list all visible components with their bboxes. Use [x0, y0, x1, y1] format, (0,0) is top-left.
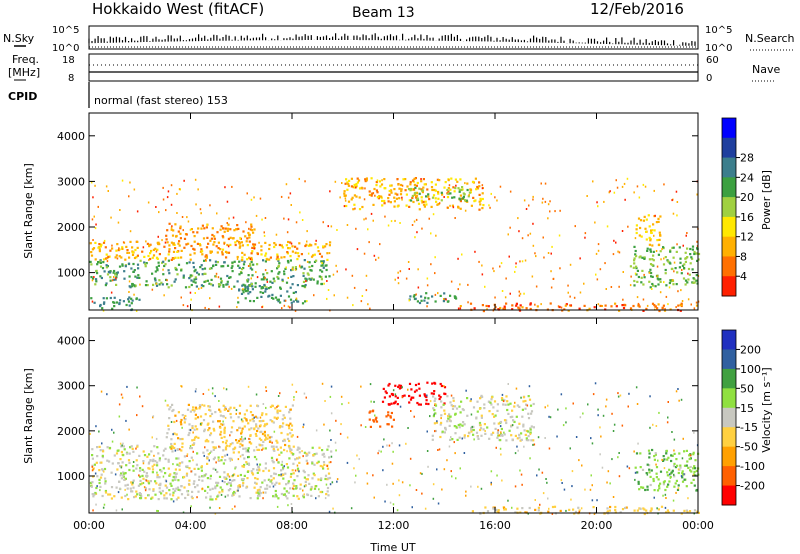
colorbar-tick-label: 24: [740, 171, 754, 184]
y-tick-label: 3000: [57, 175, 85, 188]
cpid-panel: CPID normal (fast stereo) 153: [8, 82, 228, 108]
x-tick-label: 04:00: [175, 519, 207, 532]
velocity-ylabel: Slant Range [km]: [22, 368, 35, 464]
freq-tick-top: 18: [62, 55, 75, 66]
nsearch-tick-bottom: 10^0: [705, 43, 732, 54]
colorbar-tick-label: 16: [740, 211, 754, 224]
colorbar-tick-label: 8: [740, 250, 747, 263]
cpid-label: CPID: [8, 90, 37, 103]
nsky-label: N.Sky: [3, 32, 35, 45]
colorbar-tick-label: 28: [740, 152, 754, 165]
nsky-trace: [88, 33, 698, 48]
velocity-panel: 1000 2000 3000 4000 00:00 04:00 08:00 12:00 16:…: [22, 317, 773, 532]
colorbar-tick-label: 200: [740, 343, 761, 356]
x-tick-label: 08:00: [276, 519, 308, 532]
x-tick-label: 12:00: [378, 519, 410, 532]
nave-tick-bottom: 0: [706, 73, 712, 84]
colorbar-tick-label: 15: [740, 402, 754, 415]
freq-label-1: Freq.: [12, 53, 39, 66]
y-tick-label: 1000: [57, 470, 85, 483]
x-tick-label: 00:00: [682, 519, 714, 532]
colorbar-tick-label: -200: [740, 480, 765, 493]
velocity-colorbar: 200 100 50 15 -15 -50 -100 -200: [721, 329, 765, 506]
colorbar-tick-label: -15: [740, 421, 758, 434]
power-panel: 1000 2000 3000 4000 Slant Range [km] 4 8 12 16…: [22, 112, 773, 313]
nave-tick-top: 60: [706, 55, 719, 66]
date-title: 12/Feb/2016: [590, 0, 684, 18]
nsearch-label: N.Search: [745, 32, 795, 45]
freq-tick-bottom: 8: [68, 73, 74, 84]
power-cbar-label: Power [dB]: [760, 170, 773, 230]
nave-label: Nave: [752, 63, 780, 76]
y-tick-label: 4000: [57, 130, 85, 143]
y-tick-label: 2000: [57, 221, 85, 234]
power-plot-frame: [89, 113, 698, 310]
freq-label-2: [MHz]: [8, 66, 40, 79]
x-tick-label: 00:00: [73, 519, 105, 532]
power-colorbar: 4 8 12 16 20 24 28: [721, 117, 754, 297]
cpid-text: normal (fast stereo) 153: [94, 94, 228, 107]
power-ylabel: Slant Range [km]: [22, 163, 35, 259]
colorbar-tick-label: 12: [740, 231, 754, 244]
velocity-cbar-label: Velocity [m s⁻¹]: [760, 367, 773, 452]
nsky-tick-bottom: 10^0: [52, 43, 79, 54]
y-tick-label: 3000: [57, 380, 85, 393]
freq-panel: Freq. [MHz] 18 8 60 0 Nave: [8, 53, 780, 84]
x-tick-label: 16:00: [479, 519, 511, 532]
nsky-tick-top: 10^5: [52, 25, 79, 36]
x-axis-label: Time UT: [369, 541, 415, 554]
beam-title: Beam 13: [352, 5, 415, 21]
velocity-data: [89, 381, 700, 516]
y-tick-label: 1000: [57, 267, 85, 280]
nsearch-tick-top: 10^5: [705, 25, 732, 36]
y-tick-label: 2000: [57, 425, 85, 438]
y-tick-label: 4000: [57, 335, 85, 348]
colorbar-tick-label: -50: [740, 441, 758, 454]
colorbar-tick-label: 50: [740, 382, 754, 395]
colorbar-tick-label: 100: [740, 363, 761, 376]
colorbar-tick-label: 20: [740, 191, 754, 204]
station-title: Hokkaido West (fitACF): [92, 0, 264, 18]
x-tick-label: 20:00: [581, 519, 613, 532]
nsky-panel: N.Sky 10^5 10^0 10^5 10^0 N.Search: [3, 25, 795, 54]
colorbar-tick-label: -100: [740, 460, 765, 473]
colorbar-tick-label: 4: [740, 270, 747, 283]
